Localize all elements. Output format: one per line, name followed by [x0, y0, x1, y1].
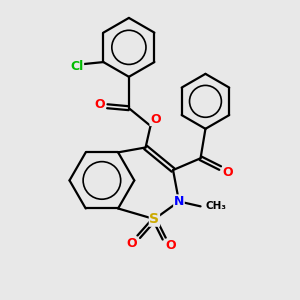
- Text: Cl: Cl: [70, 59, 83, 73]
- Text: O: O: [150, 112, 161, 125]
- Text: S: S: [149, 212, 159, 226]
- Text: O: O: [94, 98, 105, 111]
- Text: O: O: [127, 237, 137, 250]
- Text: O: O: [223, 166, 233, 178]
- Text: CH₃: CH₃: [206, 201, 226, 212]
- Text: N: N: [174, 195, 184, 208]
- Text: O: O: [166, 239, 176, 252]
